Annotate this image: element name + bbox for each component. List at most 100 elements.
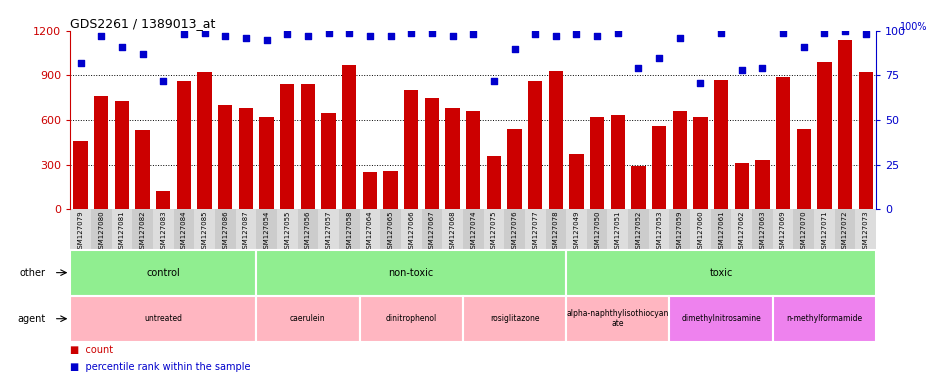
Bar (631, 166, 645, 209)
Point (403, 30, 418, 36)
Bar (424, 98, 439, 209)
Bar (565, 209, 586, 308)
Bar (813, 209, 834, 308)
Bar (114, 101, 129, 209)
Point (672, 35, 687, 41)
Text: n-methylformamide: n-methylformamide (785, 314, 861, 323)
Point (362, 33, 377, 39)
Bar (318, 209, 339, 308)
Bar (772, 296, 875, 342)
Text: caerulein: caerulein (290, 314, 326, 323)
Bar (70, 209, 91, 308)
Point (568, 31, 583, 37)
Point (775, 30, 790, 36)
Text: 100%: 100% (899, 22, 927, 32)
Point (651, 55, 665, 61)
Bar (565, 250, 875, 296)
Text: untreated: untreated (144, 314, 183, 323)
Bar (445, 108, 460, 209)
Point (445, 33, 460, 39)
Point (321, 30, 336, 36)
Point (548, 33, 563, 39)
Text: control: control (146, 268, 180, 278)
Bar (214, 209, 235, 308)
Point (300, 33, 315, 39)
Point (94, 33, 109, 39)
Point (73, 60, 88, 66)
Point (114, 44, 129, 50)
Bar (565, 296, 668, 342)
Bar (298, 209, 318, 308)
Bar (545, 209, 565, 308)
Bar (235, 209, 256, 308)
Bar (91, 209, 111, 308)
Bar (713, 80, 727, 209)
Point (796, 44, 811, 50)
Bar (504, 209, 524, 308)
Bar (359, 296, 462, 342)
Bar (73, 141, 88, 209)
Bar (462, 209, 483, 308)
Bar (403, 90, 418, 209)
Bar (380, 209, 401, 308)
Point (155, 78, 170, 84)
Point (754, 65, 769, 71)
Bar (383, 170, 398, 209)
Point (527, 31, 542, 37)
Bar (586, 209, 607, 308)
Bar (752, 209, 772, 308)
Point (837, 28, 852, 34)
Bar (359, 209, 380, 308)
Bar (527, 81, 542, 209)
Bar (710, 209, 731, 308)
Bar (793, 209, 813, 308)
Bar (524, 209, 545, 308)
Point (630, 65, 645, 71)
Text: toxic: toxic (709, 268, 732, 278)
Point (713, 30, 728, 36)
Bar (156, 192, 170, 209)
Text: non-toxic: non-toxic (388, 268, 433, 278)
Bar (173, 209, 194, 308)
Bar (256, 209, 277, 308)
Bar (256, 250, 565, 296)
Bar (462, 296, 565, 342)
Bar (194, 209, 214, 308)
Bar (668, 296, 772, 342)
Bar (465, 111, 480, 209)
Point (176, 31, 191, 37)
Point (693, 79, 708, 86)
Bar (94, 96, 109, 209)
Point (383, 33, 398, 39)
Point (280, 31, 295, 37)
Bar (754, 160, 768, 209)
Bar (837, 40, 852, 209)
Bar (132, 209, 153, 308)
Text: dimethylnitrosamine: dimethylnitrosamine (680, 314, 760, 323)
Bar (342, 65, 356, 209)
Bar (672, 111, 686, 209)
Bar (775, 77, 789, 209)
Point (217, 33, 232, 39)
Bar (277, 209, 298, 308)
Text: rosiglitazone: rosiglitazone (490, 314, 539, 323)
Bar (218, 105, 232, 209)
Bar (135, 131, 150, 209)
Bar (569, 154, 583, 209)
Point (486, 78, 501, 84)
Bar (177, 81, 191, 209)
Bar (690, 209, 710, 308)
Bar (362, 172, 376, 209)
Bar (239, 108, 253, 209)
Bar (70, 250, 256, 296)
Point (589, 33, 604, 39)
Bar (321, 113, 335, 209)
Bar (610, 115, 624, 209)
Point (424, 30, 439, 36)
Bar (816, 62, 831, 209)
Point (465, 31, 480, 37)
Point (734, 67, 749, 73)
Bar (483, 209, 504, 308)
Bar (197, 72, 212, 209)
Text: ■  count: ■ count (70, 345, 113, 355)
